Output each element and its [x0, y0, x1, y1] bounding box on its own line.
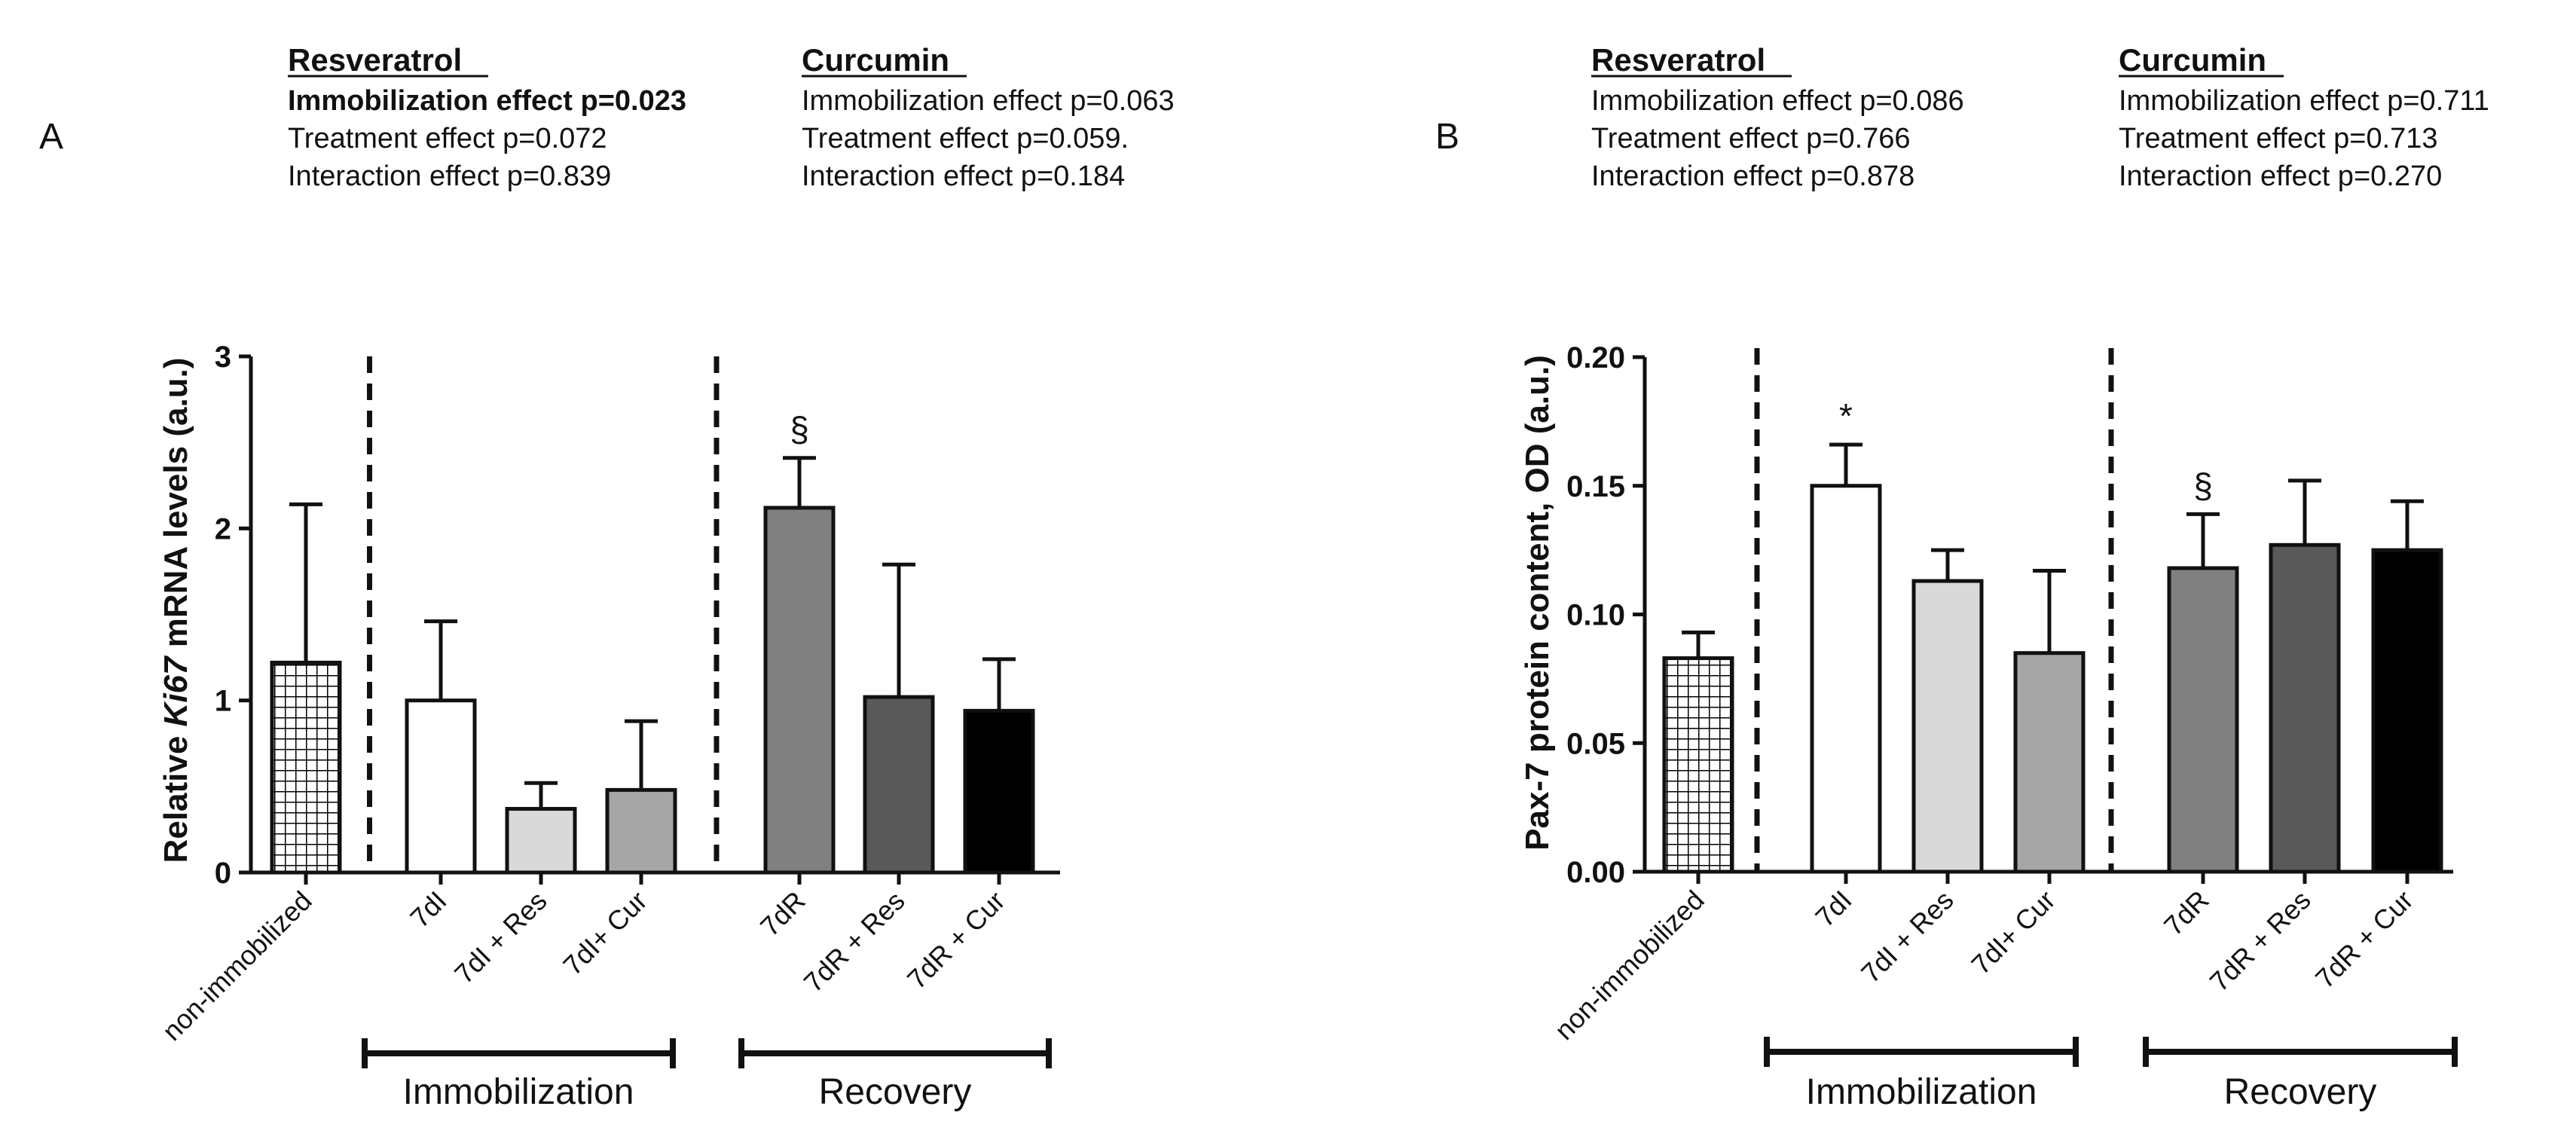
panel-a-stats-resveratrol: Resveratrol Immobilization effect p=0.02… [288, 42, 686, 192]
stats-title: Resveratrol [288, 42, 462, 78]
significance-marker: * [1839, 396, 1853, 435]
bar [505, 807, 577, 875]
bar [605, 787, 677, 875]
y-tick-label: 3 [215, 341, 231, 374]
x-tick-label: 7dR [754, 885, 811, 943]
y-tick-label: 0.20 [1566, 341, 1625, 374]
bar [763, 506, 836, 875]
stats-line: Interaction effect p=0.839 [288, 160, 611, 192]
stats-line: Treatment effect p=0.059. [802, 123, 1129, 154]
stats-line: Treatment effect p=0.072 [288, 123, 607, 154]
significance-marker: § [2193, 466, 2213, 505]
panel-b-stats-curcumin: Curcumin Immobilization effect p=0.711 T… [2119, 42, 2489, 192]
panel-a: A Resveratrol Immobilization effect p=0.… [39, 42, 1175, 1112]
y-tick-label: 0 [215, 857, 231, 890]
y-tick-label: 2 [215, 512, 231, 545]
x-tick-label: 7dR + Cur [901, 885, 1011, 995]
y-label-part: Pax-7 protein content, OD (a.u.) [1519, 355, 1556, 851]
panel-b-letter: B [1435, 117, 1459, 157]
stats-line: Immobilization effect p=0.023 [288, 85, 686, 117]
y-tick-label: 1 [215, 685, 231, 718]
x-tick-label: 7dR [2158, 885, 2215, 942]
stats-line: Immobilization effect p=0.063 [802, 85, 1175, 117]
bar [2167, 566, 2239, 874]
stats-line: Interaction effect p=0.270 [2119, 160, 2442, 192]
y-label-part: mRNA levels (a.u.) [157, 358, 194, 657]
x-tick-label: 7dI+ Cur [1965, 885, 2061, 980]
stats-line: Immobilization effect p=0.086 [1591, 85, 1964, 117]
significance-marker: § [790, 410, 809, 449]
group-bracket-recovery: Recovery [738, 1038, 1052, 1112]
panel-a-stats-curcumin: Curcumin Immobilization effect p=0.063 T… [802, 42, 1175, 192]
bar [2013, 651, 2086, 874]
y-tick-label: 0.15 [1566, 470, 1625, 503]
bar [2269, 542, 2341, 874]
bar [270, 660, 342, 875]
x-tick-label: non-immobilized [156, 885, 317, 1047]
group-label: Recovery [2224, 1072, 2377, 1112]
group-bracket-immobilization: Immobilization [1764, 1037, 2079, 1112]
x-tick-label: 7dR + Res [2204, 885, 2317, 998]
panel-b-stats-resveratrol: Resveratrol Immobilization effect p=0.08… [1591, 42, 1964, 192]
bar [863, 695, 935, 875]
panel-b: B Resveratrol Immobilization effect p=0.… [1435, 42, 2489, 1112]
group-label: Immobilization [403, 1072, 634, 1112]
panel-a-letter: A [39, 117, 63, 157]
x-tick-label: 7dI+ Cur [557, 885, 652, 981]
y-tick-label: 0.05 [1566, 727, 1625, 760]
y-tick-label: 0.00 [1566, 856, 1625, 889]
stats-title: Curcumin [802, 42, 949, 78]
x-tick-label: non-immobilized [1548, 885, 1710, 1046]
y-axis-label: Relative Ki67 mRNA levels (a.u.) [157, 358, 194, 863]
x-tick-label: 7dI [1809, 885, 1857, 933]
x-tick-label: 7dI + Res [1855, 885, 1960, 989]
y-label-part: Relative [157, 726, 194, 863]
y-label-italic-gene: Ki67 [157, 655, 194, 726]
stats-title: Curcumin [2119, 42, 2266, 78]
stats-title: Resveratrol [1591, 42, 1765, 78]
group-bracket-recovery: Recovery [2143, 1037, 2458, 1112]
bar [1662, 656, 1734, 874]
y-axis-label: Pax-7 protein content, OD (a.u.) [1519, 355, 1556, 851]
stats-line: Interaction effect p=0.878 [1591, 160, 1914, 192]
x-tick-label: 7dI + Res [448, 885, 553, 990]
y-tick-label: 0.10 [1566, 599, 1625, 632]
x-tick-label: 7dR + Res [798, 885, 911, 998]
stats-line: Interaction effect p=0.184 [802, 160, 1125, 192]
bar [1911, 579, 1984, 874]
group-label: Recovery [819, 1072, 972, 1112]
bar [963, 708, 1035, 875]
stats-line: Treatment effect p=0.766 [1591, 123, 1911, 154]
stats-line: Treatment effect p=0.713 [2119, 123, 2438, 154]
stats-line: Immobilization effect p=0.711 [2119, 85, 2489, 117]
bar [405, 698, 477, 875]
group-label: Immobilization [1806, 1072, 2037, 1112]
bar [2371, 548, 2443, 874]
x-tick-label: 7dR + Cur [2309, 885, 2419, 995]
group-bracket-immobilization: Immobilization [362, 1038, 676, 1112]
x-tick-label: 7dI [404, 885, 452, 934]
bar [1810, 484, 1882, 874]
